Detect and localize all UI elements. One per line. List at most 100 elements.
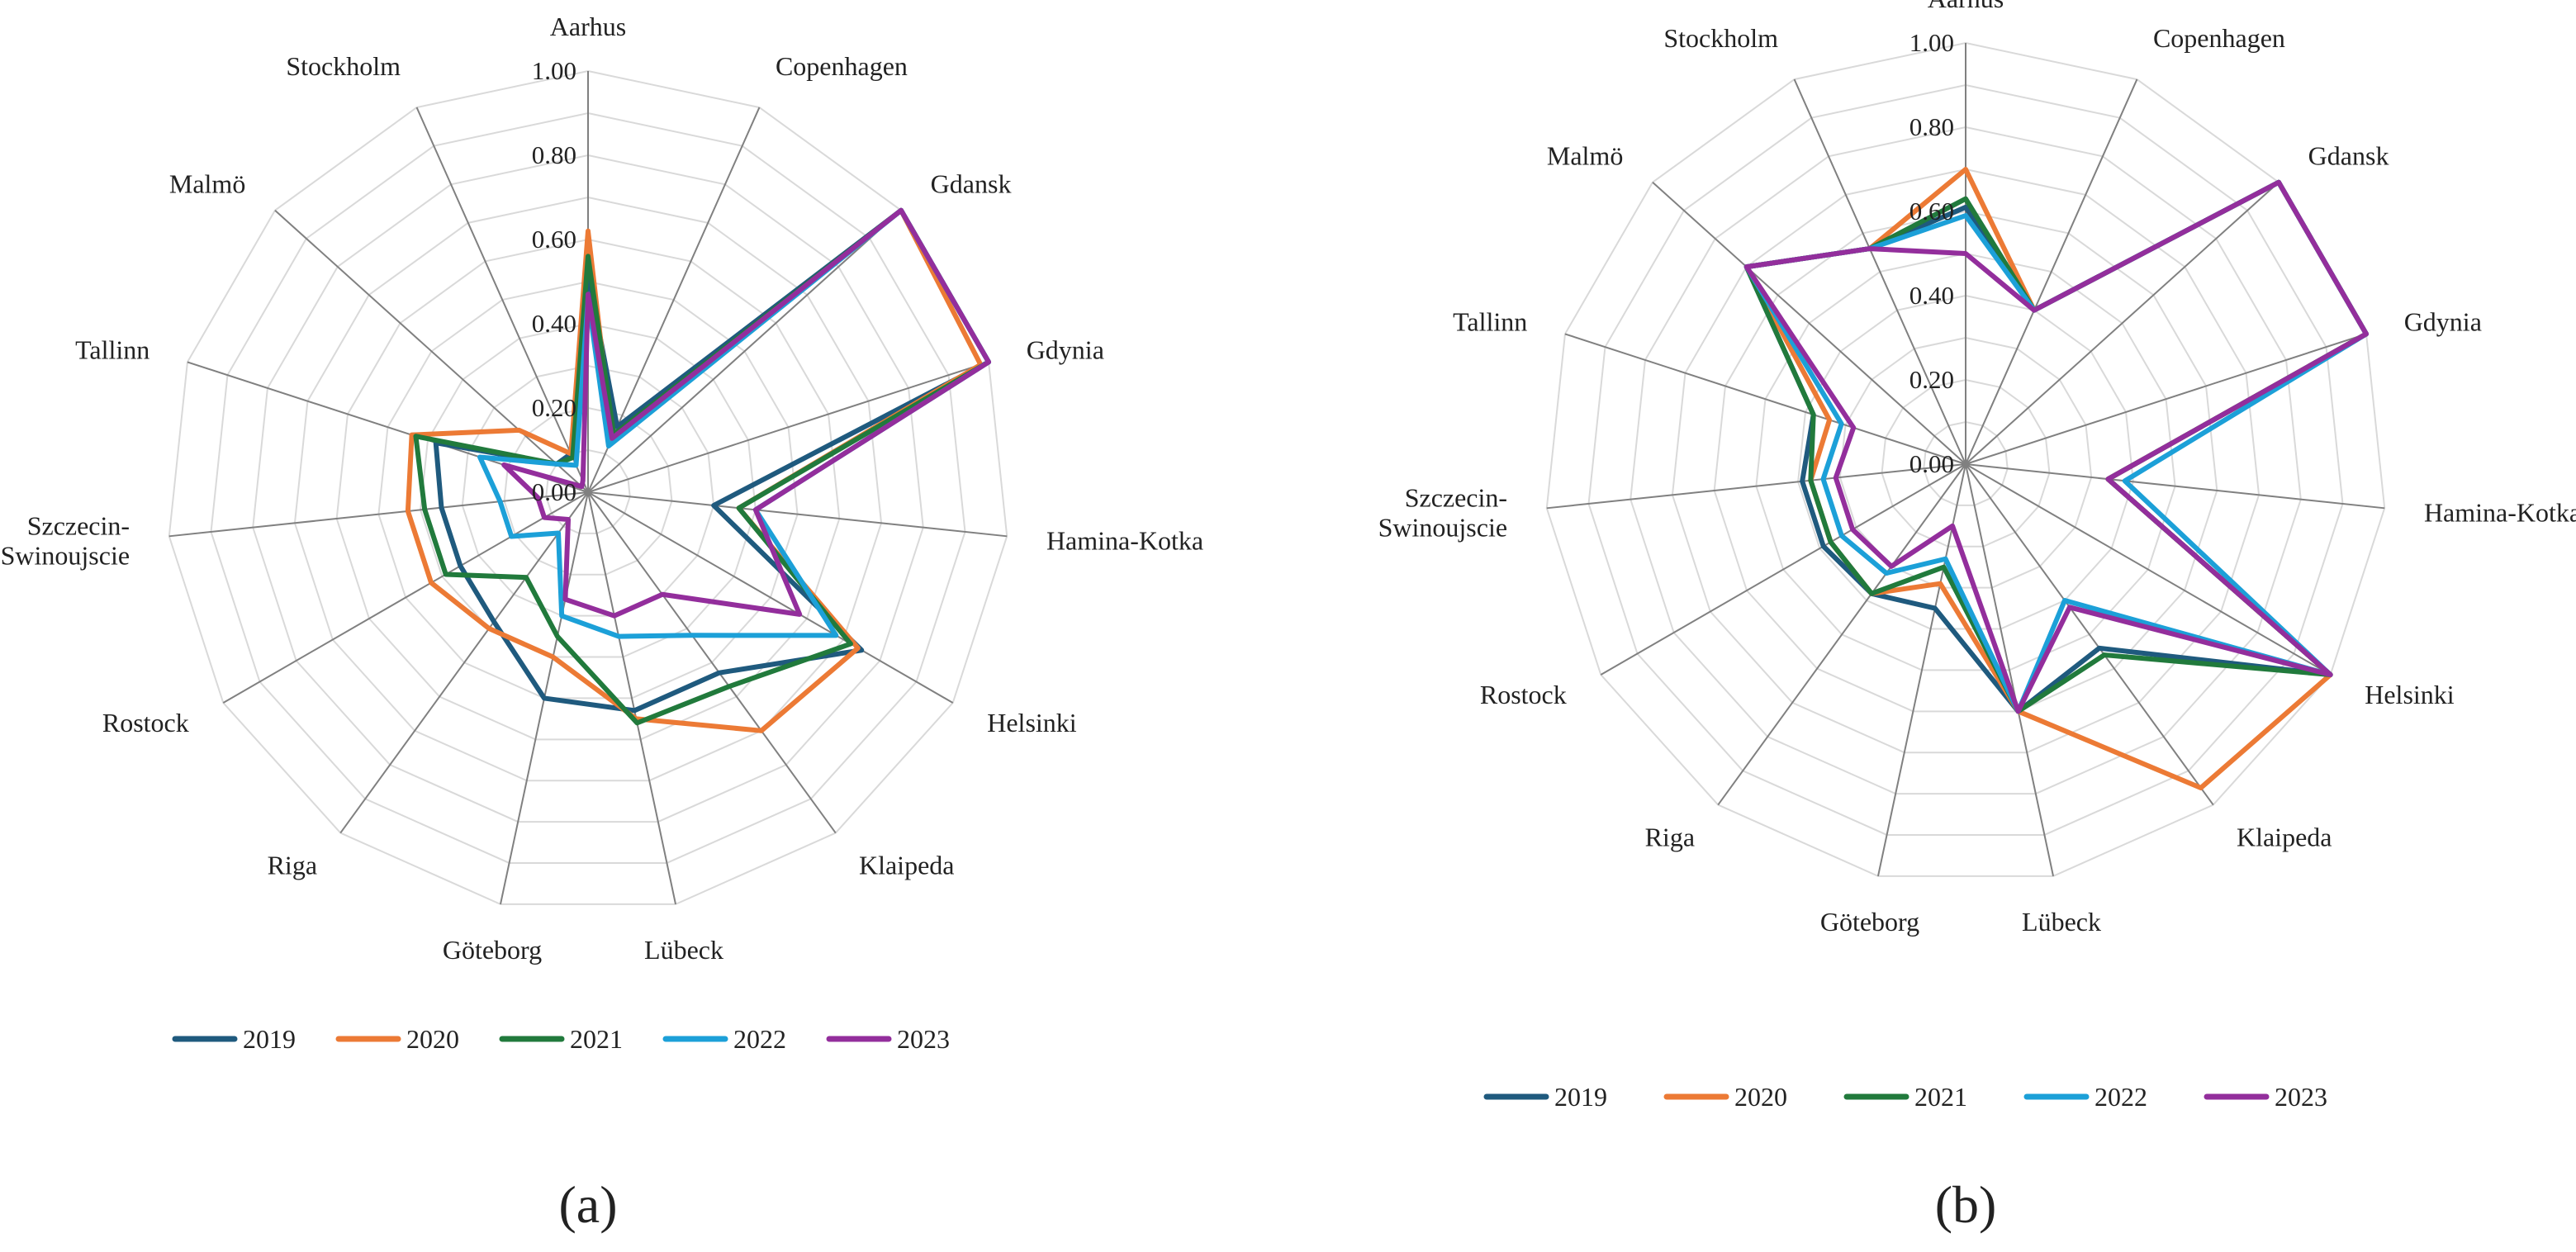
grid-ring (503, 406, 673, 576)
axis-spoke (1564, 333, 1966, 465)
legend-label-2019: 2019 (1554, 1082, 1607, 1112)
category-label-gdansk: Gdansk (931, 169, 1012, 199)
category-label-l-beck: Lübeck (644, 935, 723, 965)
axis-spoke (415, 107, 589, 493)
series-line-2020 (405, 207, 984, 733)
category-label-rostock: Rostock (1480, 680, 1567, 709)
tick-label: 0.80 (1909, 112, 1954, 141)
grid-ring (1881, 378, 2051, 548)
grid-ring (420, 322, 757, 658)
grid-ring (1713, 210, 2218, 713)
category-label-hamina-kotka: Hamina-Kotka (1046, 525, 1203, 555)
category-label-stockholm: Stockholm (1663, 23, 1778, 53)
series-group (405, 207, 992, 733)
legend-label-2020: 2020 (1734, 1082, 1787, 1112)
grid-ring (1587, 83, 2344, 836)
radial-ticks: 0.00 0.20 0.40 0.60 0.80 1.00 (1909, 28, 1954, 478)
grid-ring (252, 154, 924, 823)
axis-spoke (587, 491, 1008, 538)
axis-spoke (1965, 333, 2367, 465)
panel-label: (b) (1935, 1175, 1997, 1234)
category-label-copenhagen: Copenhagen (2153, 23, 2285, 53)
category-label-szczecin-swinoujscie: Szczecin-Swinoujscie (1378, 482, 1507, 542)
category-label-riga: Riga (1645, 822, 1695, 851)
grid-ring (1923, 420, 2009, 506)
axis-spoke (1965, 463, 2385, 510)
tick-label: 0.40 (1909, 281, 1954, 310)
category-labels: Aarhus Copenhagen Gdansk Gdynia Hamina-Kotka… (1378, 0, 2576, 937)
legend-label-2022: 2022 (2094, 1082, 2147, 1112)
category-label-malm: Malmö (1547, 141, 1623, 171)
category-label-gdynia: Gdynia (2404, 307, 2482, 337)
legend-label-2023: 2023 (897, 1024, 950, 1054)
tick-label: 1.00 (532, 56, 576, 85)
axis-spoke (1652, 182, 1966, 465)
radar-chart-b: 0.00 0.20 0.40 0.60 0.80 1.00 Aarhus Copenhagen… (1378, 0, 2576, 1234)
category-label-rostock: Rostock (102, 708, 189, 737)
category-label-aarhus: Aarhus (550, 12, 626, 41)
axis-spoke (587, 491, 837, 834)
category-label-riga: Riga (268, 850, 317, 880)
category-label-klaipeda: Klaipeda (859, 850, 955, 880)
tick-label: 1.00 (1909, 28, 1954, 57)
category-label-tallinn: Tallinn (75, 335, 149, 365)
category-label-aarhus: Aarhus (1928, 0, 2004, 13)
axis-spoke (1965, 182, 2279, 465)
category-label-l-beck: Lübeck (2022, 907, 2101, 937)
category-labels: Aarhus Copenhagen Gdansk Gdynia Hamina-Kotka… (1, 12, 1203, 965)
axis-spoke (1965, 463, 2055, 877)
grid-ring (293, 196, 883, 782)
category-label-malm: Malmö (169, 169, 245, 199)
axis-spoke (587, 491, 677, 905)
series-line-2023 (501, 207, 992, 619)
legend: 2019 2020 2021 2022 2023 (1483, 1082, 2327, 1112)
legend: 2019 2020 2021 2022 2023 (172, 1024, 950, 1054)
tick-label: 0.20 (532, 393, 576, 422)
axis-spoke (168, 491, 589, 538)
legend-label-2019: 2019 (243, 1024, 296, 1054)
category-label-helsinki: Helsinki (987, 708, 1077, 737)
category-label-g-teborg: Göteborg (443, 935, 542, 965)
axis-spoke (1717, 463, 1966, 806)
axis-spoke (339, 491, 589, 834)
tick-label: 0.80 (532, 140, 576, 169)
grid-ring (377, 280, 799, 700)
grid-ring (335, 238, 841, 741)
axis-spoke (1965, 463, 2332, 676)
category-label-tallinn: Tallinn (1453, 307, 1527, 337)
radial-ticks: 0.00 0.20 0.40 0.60 0.80 1.00 (532, 56, 576, 506)
category-label-szczecin-swinoujscie: Szczecin-Swinoujscie (1, 510, 130, 570)
tick-label: 0.60 (1909, 197, 1954, 225)
category-label-gdansk: Gdansk (2308, 141, 2389, 171)
axis-spoke (1965, 463, 2214, 806)
axis-spoke (587, 361, 989, 493)
category-label-copenhagen: Copenhagen (776, 51, 908, 81)
category-label-stockholm: Stockholm (286, 51, 401, 81)
axis-spoke (1793, 78, 1966, 465)
series-line-2023 (1743, 179, 2370, 714)
legend-label-2020: 2020 (406, 1024, 459, 1054)
category-label-gdynia: Gdynia (1027, 335, 1104, 365)
panel-label: (a) (558, 1175, 617, 1234)
axis-spoke (222, 491, 589, 704)
category-label-hamina-kotka: Hamina-Kotka (2424, 497, 2576, 527)
grid-ring (1671, 168, 2261, 754)
tick-label: 0.00 (1909, 449, 1954, 478)
legend-label-2021: 2021 (1914, 1082, 1967, 1112)
grid-ring (1838, 336, 2093, 589)
radar-chart-a: 0.00 0.20 0.40 0.60 0.80 1.00 Aarhus Copenhagen… (1, 12, 1203, 1234)
tick-label: 0.20 (1909, 365, 1954, 394)
legend-label-2022: 2022 (733, 1024, 786, 1054)
legend-label-2023: 2023 (2275, 1082, 2327, 1112)
tick-label: 0.60 (532, 225, 576, 254)
grid-ring (1630, 126, 2302, 795)
axis-spoke (587, 491, 954, 704)
axis-spoke (1546, 463, 1966, 510)
axis-spoke (1876, 463, 1966, 877)
series-line-2021 (413, 207, 992, 726)
axis-spoke (1600, 463, 1966, 676)
grid-ring (210, 111, 966, 864)
axis-spoke (274, 210, 589, 493)
radar-grid (168, 69, 1008, 905)
